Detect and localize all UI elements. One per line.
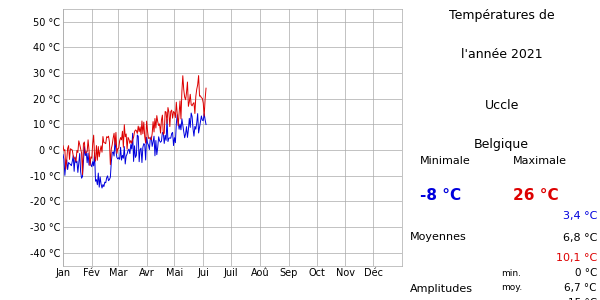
Text: Uccle: Uccle (484, 99, 519, 112)
Text: 10,1 °C: 10,1 °C (556, 254, 597, 263)
Text: 6,7 °C: 6,7 °C (565, 284, 597, 293)
Text: Amplitudes: Amplitudes (410, 284, 473, 293)
Text: 0 °C: 0 °C (575, 268, 597, 278)
Text: 15 °C: 15 °C (568, 298, 597, 300)
Text: Belgique: Belgique (474, 138, 529, 151)
Text: Moyennes: Moyennes (410, 232, 467, 242)
Text: min.: min. (501, 268, 521, 278)
Text: Minimale: Minimale (420, 156, 471, 166)
Text: Températures de: Températures de (449, 9, 554, 22)
Text: moy.: moy. (501, 284, 522, 292)
Text: -8 °C: -8 °C (420, 188, 461, 202)
Text: l'année 2021: l'année 2021 (461, 48, 542, 61)
Text: Maximale: Maximale (513, 156, 567, 166)
Text: 6,8 °C: 6,8 °C (563, 232, 597, 242)
Text: max.: max. (501, 298, 523, 300)
Text: 26 °C: 26 °C (513, 188, 559, 202)
Text: 3,4 °C: 3,4 °C (563, 212, 597, 221)
